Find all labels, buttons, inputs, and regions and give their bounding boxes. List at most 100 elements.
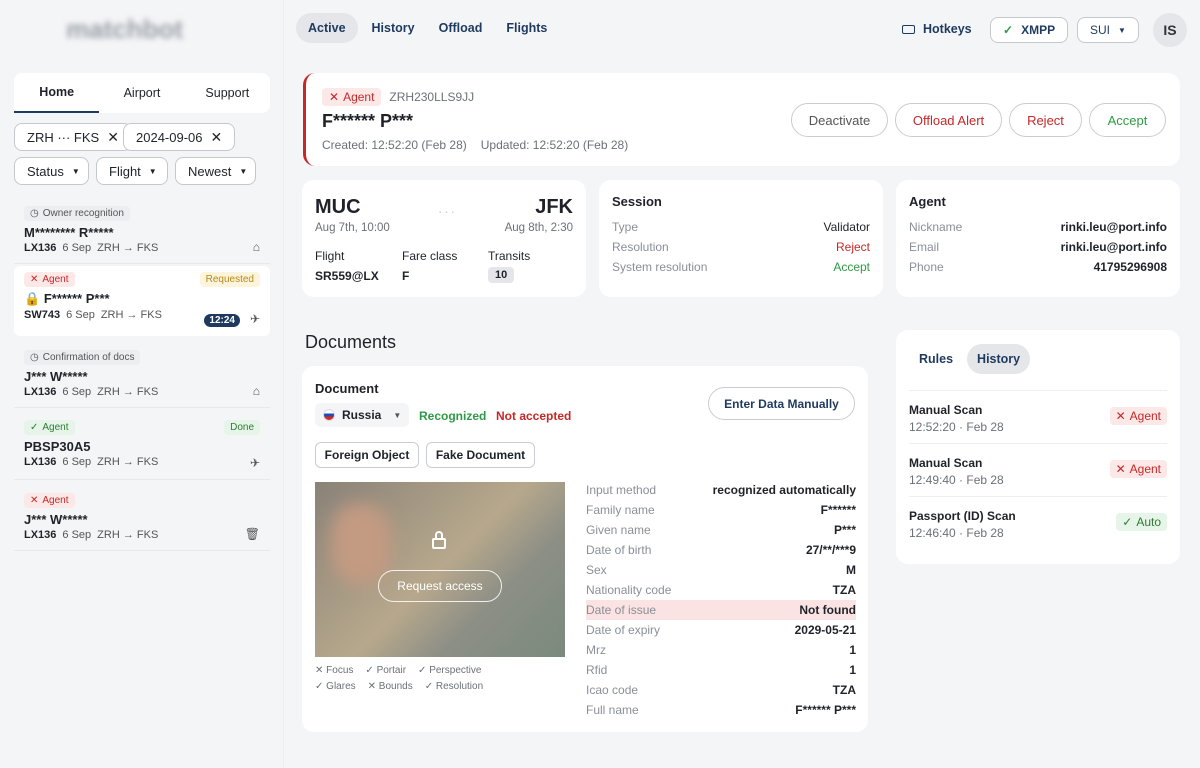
tab-home[interactable]: Home bbox=[14, 73, 100, 113]
lock-shackle bbox=[435, 531, 443, 539]
history-item[interactable]: Manual Scan 12:52:20 · Feb 28 ✕ Agent bbox=[909, 390, 1167, 443]
language-select[interactable]: SUI ▼ bbox=[1077, 17, 1139, 43]
list-item[interactable]: ✕ Agent J*** W***** LX136 6 Sep ZRH → FKS 🗑 bbox=[14, 485, 270, 551]
agent-title: Agent bbox=[909, 194, 946, 209]
nav-offload[interactable]: Offload bbox=[438, 21, 483, 35]
enter-data-manually-button[interactable]: Enter Data Manually bbox=[708, 387, 855, 420]
check-perspective: ✓ Perspective bbox=[418, 665, 482, 676]
history-badge: ✕ Agent bbox=[1109, 460, 1167, 478]
status-badge: ✕ Agent bbox=[24, 272, 75, 287]
deactivate-button[interactable]: Deactivate bbox=[791, 103, 888, 137]
history-item[interactable]: Manual Scan 12:49:40 · Feb 28 ✕ Agent bbox=[909, 443, 1167, 496]
field-row: Icao code TZA bbox=[586, 683, 856, 697]
route-dots: ··· bbox=[438, 204, 457, 219]
hotkeys-button[interactable]: Hotkeys bbox=[902, 22, 972, 36]
clock-icon: ◷ bbox=[30, 352, 39, 363]
list-item[interactable]: ◷ Confirmation of docs J*** W***** LX136 6… bbox=[14, 342, 270, 408]
tab-airport[interactable]: Airport bbox=[123, 86, 161, 100]
check-bounds: ✕ Bounds bbox=[367, 681, 413, 692]
fare-class-label: Fare class bbox=[402, 249, 458, 263]
trash-icon: 🗑 bbox=[244, 527, 260, 541]
reject-button[interactable]: Reject bbox=[1009, 103, 1082, 137]
plane-icon: ✈ bbox=[249, 456, 260, 470]
xmpp-button[interactable]: ✓ XMPP bbox=[990, 17, 1069, 43]
flight-info: LX136 6 Sep ZRH → FKS bbox=[24, 386, 159, 398]
time-badge: 12:24 bbox=[204, 314, 240, 327]
field-row: Input method recognized automatically bbox=[586, 483, 856, 497]
history-time: 12:52:20 · Feb 28 bbox=[909, 420, 1004, 434]
request-access-button[interactable]: Request access bbox=[378, 570, 502, 602]
avatar[interactable]: IS bbox=[1153, 13, 1187, 47]
list-item[interactable]: ◷ Owner recognition M******** R***** LX13… bbox=[14, 198, 270, 264]
sort-dropdown-label: Newest bbox=[188, 163, 232, 179]
tab-rules[interactable]: Rules bbox=[919, 352, 954, 366]
flight-info: SW743 6 Sep ZRH → FKS bbox=[24, 309, 162, 321]
keyboard-icon bbox=[902, 24, 915, 34]
status-dropdown[interactable]: Status ▼ bbox=[14, 157, 89, 185]
sort-dropdown[interactable]: Newest ▼ bbox=[175, 157, 256, 185]
tab-support[interactable]: Support bbox=[205, 86, 250, 100]
close-icon[interactable]: ✕ bbox=[210, 128, 223, 145]
departure-airport: MUC bbox=[315, 196, 361, 218]
list-item[interactable]: ✕ Agent Requested 🔒 F****** P*** SW743 6 S… bbox=[14, 266, 270, 336]
xmpp-label: XMPP bbox=[1021, 23, 1056, 37]
session-card: Session Type Validator Resolution Reject S… bbox=[599, 180, 883, 297]
passenger-name-title: F****** P*** bbox=[322, 111, 414, 131]
flight-dropdown[interactable]: Flight ▼ bbox=[96, 157, 168, 185]
field-row: Date of birth 27/**/***9 bbox=[586, 543, 856, 557]
offload-alert-button[interactable]: Offload Alert bbox=[895, 103, 1002, 137]
check-portair: ✓ Portair bbox=[365, 665, 407, 676]
agent-row: Phone 41795296908 bbox=[909, 260, 1167, 274]
logo: matchbot bbox=[66, 14, 183, 44]
nav-flights[interactable]: Flights bbox=[506, 21, 548, 35]
field-row: Given name P*** bbox=[586, 523, 856, 537]
lock-icon: 🔒 bbox=[24, 291, 41, 306]
history-item[interactable]: Passport (ID) Scan 12:46:40 · Feb 28 ✓ Au… bbox=[909, 496, 1167, 549]
transits-label: Transits bbox=[488, 249, 531, 263]
agent-badge: ✕ Agent bbox=[322, 88, 382, 106]
list-item[interactable]: ✓ Agent Done PBSP30A5 LX136 6 Sep ZRH → FKS… bbox=[14, 414, 270, 480]
not-accepted-status: Not accepted bbox=[496, 409, 572, 423]
session-title: Session bbox=[612, 194, 662, 209]
passenger-name: J*** W***** bbox=[24, 512, 88, 527]
flight-card: MUC JFK ··· Aug 7th, 10:00 Aug 8th, 2:30… bbox=[302, 180, 586, 297]
passenger-name: 🔒 F****** P*** bbox=[24, 291, 110, 306]
chevron-down-icon: ▼ bbox=[148, 166, 157, 176]
country-select[interactable]: Russia ▼ bbox=[315, 403, 410, 427]
route-filter-label: ZRH ··· FKS bbox=[27, 129, 100, 145]
flight-label: Flight bbox=[315, 249, 345, 263]
accept-button[interactable]: Accept bbox=[1089, 103, 1166, 137]
date-filter-label: 2024-09-06 bbox=[136, 129, 203, 145]
tab-history[interactable]: History bbox=[967, 344, 1031, 374]
nav-history[interactable]: History bbox=[371, 21, 415, 35]
date-filter-chip[interactable]: 2024-09-06 ✕ bbox=[123, 123, 236, 151]
sidebar-tabs: Home Airport Support bbox=[14, 73, 270, 113]
check-icon: ✓ bbox=[30, 422, 39, 433]
recognized-status: Recognized bbox=[419, 409, 487, 423]
field-row: Date of expiry 2029-05-21 bbox=[586, 623, 856, 637]
passenger-name: M******** R***** bbox=[24, 225, 114, 240]
country-label: Russia bbox=[342, 408, 382, 422]
status-badge: ✓ Agent bbox=[24, 420, 75, 435]
history-title: Manual Scan bbox=[909, 403, 983, 417]
chevron-down-icon: ▼ bbox=[71, 166, 80, 176]
case-header-card: ✕ Agent ZRH230LLS9JJ F****** P*** Created… bbox=[303, 73, 1180, 166]
close-icon[interactable]: ✕ bbox=[107, 128, 119, 145]
status-badge: ✕ Agent bbox=[24, 493, 75, 508]
foreign-object-button[interactable]: Foreign Object bbox=[315, 442, 419, 468]
nav-active[interactable]: Active bbox=[296, 13, 358, 43]
field-row: Nationality code TZA bbox=[586, 583, 856, 597]
clock-icon: ◷ bbox=[30, 208, 39, 219]
field-row-error: Date of issue Not found bbox=[586, 600, 856, 620]
fake-document-button[interactable]: Fake Document bbox=[426, 442, 535, 468]
agent-row: Email rinki.leu@port.info bbox=[909, 240, 1167, 254]
documents-heading: Documents bbox=[305, 332, 397, 352]
check-icon: ✓ bbox=[1122, 515, 1133, 529]
passenger-name: J*** W***** bbox=[24, 369, 88, 384]
agent-row: Nickname rinki.leu@port.info bbox=[909, 220, 1167, 234]
history-list: Manual Scan 12:52:20 · Feb 28 ✕ Agent Man… bbox=[909, 390, 1167, 549]
flight-dropdown-label: Flight bbox=[109, 163, 141, 179]
route-filter-chip[interactable]: ZRH ··· FKS ✕ bbox=[14, 123, 132, 151]
agent-card: Agent Nickname rinki.leu@port.info Email r… bbox=[896, 180, 1180, 297]
status-badge: ◷ Confirmation of docs bbox=[24, 350, 141, 365]
